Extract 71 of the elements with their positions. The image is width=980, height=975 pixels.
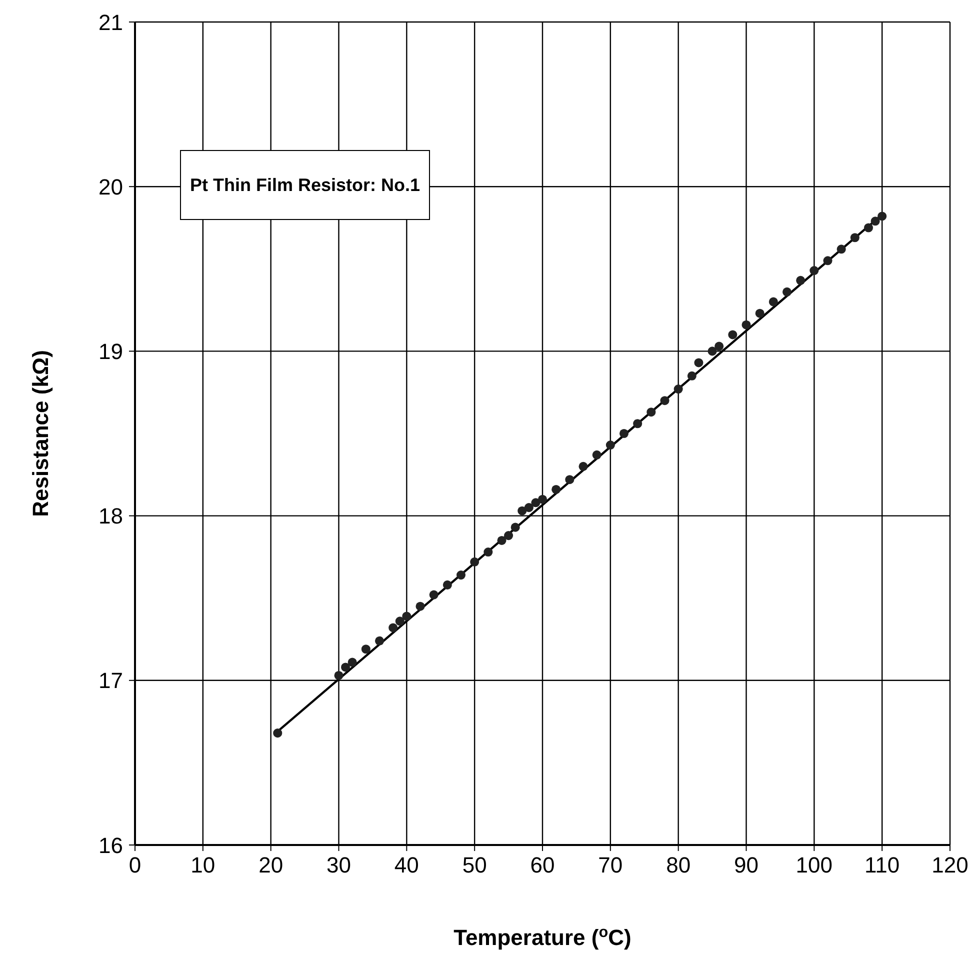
point <box>728 330 738 340</box>
point <box>470 557 480 566</box>
point <box>524 503 534 512</box>
x-axis-title: Temperature ($^{o}$C) <box>454 924 632 950</box>
x-tick-label: 100 <box>796 852 833 878</box>
point <box>646 408 656 417</box>
point <box>619 428 629 438</box>
point <box>592 450 602 460</box>
point <box>429 590 438 600</box>
point <box>870 216 880 226</box>
point <box>510 522 520 532</box>
point <box>504 531 514 540</box>
point <box>497 536 506 545</box>
point <box>538 494 548 504</box>
point <box>796 276 806 285</box>
point <box>864 223 874 232</box>
x-tick-label: 120 <box>932 852 968 878</box>
point <box>402 612 412 621</box>
point <box>416 602 425 611</box>
y-tick-label: 18 <box>98 504 123 529</box>
point <box>518 506 527 516</box>
point <box>742 320 751 330</box>
x-tick-label: 40 <box>394 852 419 878</box>
point <box>810 266 819 276</box>
x-tick-label: 0 <box>128 852 142 878</box>
point <box>674 384 683 394</box>
point <box>552 484 561 494</box>
y-tick-label: 16 <box>98 832 123 858</box>
x-tick-label: 90 <box>734 852 758 878</box>
point <box>633 419 642 428</box>
x-tick-label: 20 <box>258 852 284 878</box>
point <box>694 358 704 368</box>
point <box>273 728 282 738</box>
point <box>361 644 370 654</box>
x-tick-label: 80 <box>666 852 691 878</box>
point <box>836 244 846 254</box>
point <box>823 256 832 266</box>
point <box>442 580 452 590</box>
point <box>456 570 466 580</box>
point <box>606 440 615 450</box>
point <box>708 346 717 356</box>
point <box>531 498 540 508</box>
point <box>348 658 357 667</box>
point <box>660 396 670 406</box>
y-axis-title: Resistance (kΩ) <box>28 350 53 517</box>
point <box>578 462 588 471</box>
point <box>687 371 696 380</box>
x-tick-label: 60 <box>530 852 555 878</box>
y-tick-label: 19 <box>98 339 123 364</box>
point <box>484 548 493 557</box>
x-tick-label: 30 <box>326 852 351 878</box>
x-tick-label: 50 <box>462 852 487 878</box>
point <box>755 308 764 318</box>
point <box>395 616 404 626</box>
x-tick-label: 10 <box>190 852 216 878</box>
point <box>565 475 574 484</box>
point <box>850 233 860 242</box>
y-tick-label: 17 <box>98 668 123 694</box>
x-tick-label: 70 <box>598 852 623 878</box>
y-tick-label: 21 <box>98 10 123 35</box>
point <box>878 212 887 221</box>
point <box>714 342 724 351</box>
point <box>374 636 384 646</box>
point <box>334 670 344 680</box>
point <box>341 662 350 672</box>
x-tick-label: 110 <box>864 852 900 878</box>
point <box>768 297 778 306</box>
title-box: Pt Thin Film Resistor: No.1 <box>180 150 430 220</box>
point <box>388 623 398 632</box>
point <box>782 287 792 296</box>
y-tick-label: 20 <box>98 174 123 200</box>
